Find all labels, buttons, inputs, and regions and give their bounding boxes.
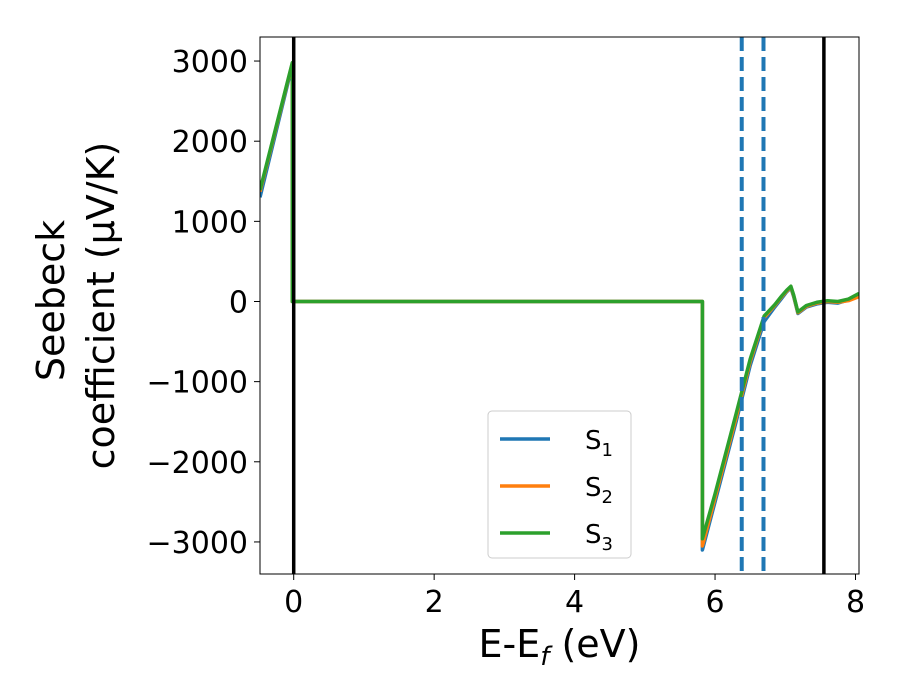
y-tick-label: 0	[229, 285, 248, 320]
x-axis-label-main: E-E	[479, 622, 541, 666]
legend-label-3: S3	[585, 520, 613, 555]
vline-layer	[291, 37, 826, 574]
plot-frame	[259, 36, 860, 575]
y-tick-label: −3000	[147, 526, 248, 561]
y-tick-label: 2000	[172, 125, 248, 160]
x-axis-label: E-Ef (eV)	[479, 622, 641, 672]
x-tick-label: 4	[565, 585, 584, 620]
legend: S1 S2 S3	[487, 410, 632, 559]
x-tick-label: 0	[284, 585, 303, 620]
y-axis-ticks: 3000 2000 1000 0 −1000 −2000 −3000	[147, 45, 260, 561]
legend-label-1: S1	[585, 426, 613, 461]
y-tick-label: 1000	[172, 205, 248, 240]
x-tick-label: 8	[846, 585, 865, 620]
y-axis-label: Seebeck coefficient (μV/K)	[29, 142, 123, 470]
x-axis-ticks: 0 2 4 6 8	[284, 574, 865, 620]
x-tick-label: 6	[705, 585, 724, 620]
series-line-3	[260, 60, 859, 541]
y-tick-label: 3000	[172, 45, 248, 80]
legend-box	[487, 410, 632, 559]
y-axis-label-line1: Seebeck	[29, 220, 73, 381]
y-tick-label: −2000	[147, 446, 248, 481]
y-tick-label: −1000	[147, 366, 248, 401]
legend-label-2: S2	[585, 473, 613, 508]
y-axis-label-line2: coefficient (μV/K)	[79, 142, 123, 470]
x-axis-label-unit: (eV)	[549, 622, 640, 666]
series-layer	[260, 60, 859, 552]
x-tick-label: 2	[425, 585, 444, 620]
